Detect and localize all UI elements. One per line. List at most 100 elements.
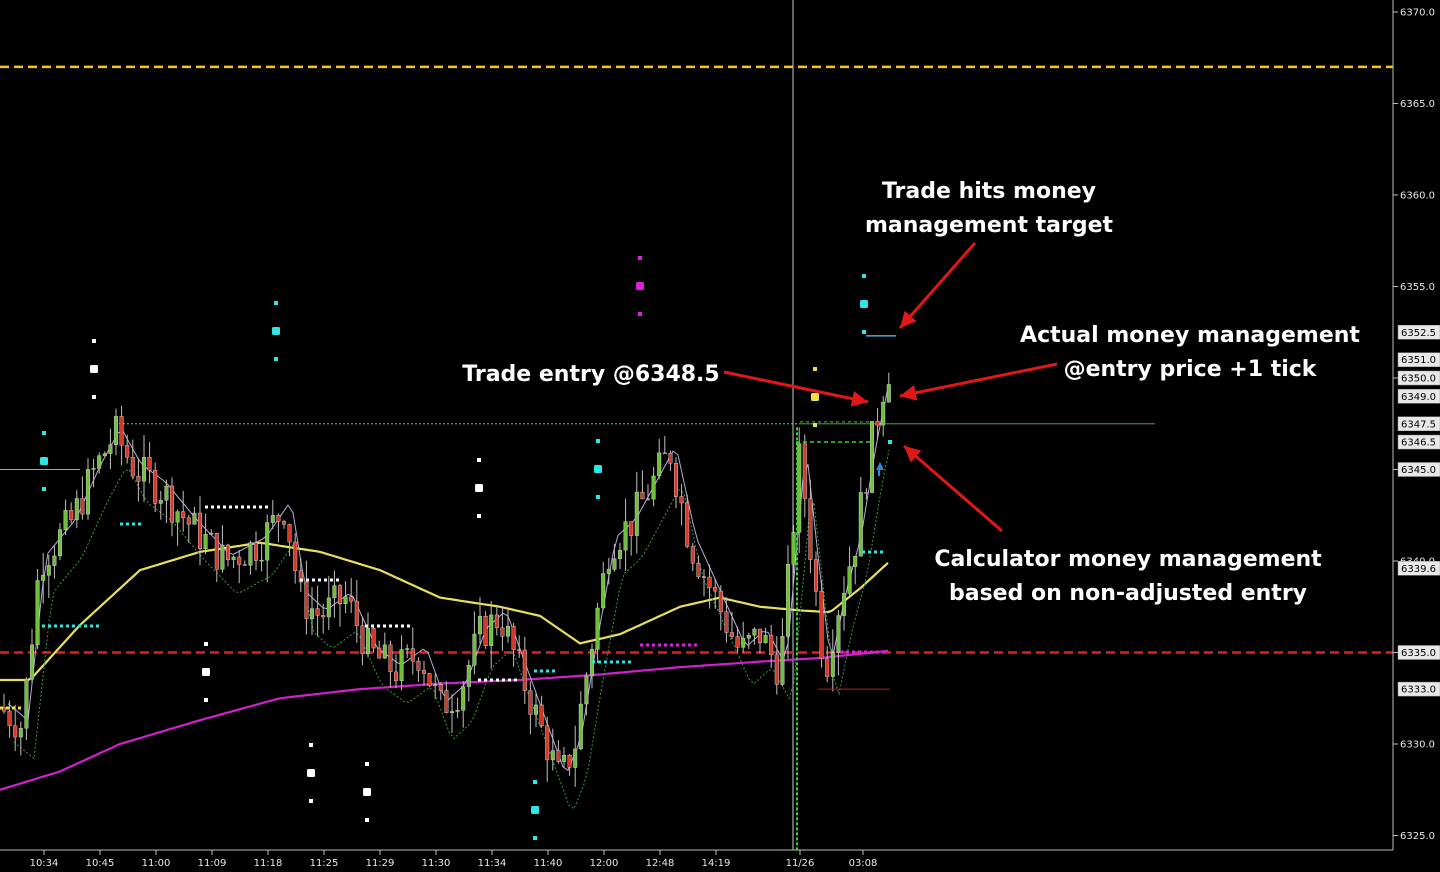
candle-body-28 (158, 500, 163, 504)
price-tag-box-4 (1397, 416, 1440, 431)
candle-body-14 (80, 498, 85, 515)
candle-body-129 (724, 611, 729, 633)
candle-body-34 (192, 512, 197, 525)
dots-c3-top (596, 439, 600, 443)
dots-w5-bot (365, 818, 369, 822)
row-mag-2 (882, 650, 885, 654)
row-cyan-3 (546, 669, 549, 673)
row-mag-1 (646, 643, 649, 647)
x-tick-label-6: 11:29 (366, 858, 395, 869)
dots-y1-bot (813, 423, 817, 427)
candle-body-106 (595, 607, 600, 650)
candle-body-112 (629, 521, 634, 536)
x-tick-label-3: 11:09 (198, 858, 227, 869)
candle-body-40 (225, 544, 230, 560)
candle-body-113 (634, 491, 639, 536)
dots-w1-bot (92, 395, 96, 399)
candle-body-73 (410, 648, 415, 662)
candle-body-102 (573, 748, 578, 768)
candle-body-9 (52, 555, 57, 566)
candle-body-147 (825, 658, 830, 677)
arrow-entry-shaft (723, 370, 869, 404)
candle-body-114 (640, 491, 645, 500)
dots-m1-top (638, 256, 642, 260)
candle-body-53 (298, 570, 303, 583)
candlesticks (2, 372, 891, 787)
row-mag-1 (658, 643, 661, 647)
candle-body-67 (377, 647, 382, 659)
time-axis: 10:34 10:45 11:00 11:09 11:18 11:25 11:29 11:30… (0, 849, 1393, 869)
row-cyan-4 (604, 660, 607, 664)
row-white-4 (484, 678, 487, 682)
candle-body-66 (371, 628, 376, 649)
candle-body-13 (74, 498, 79, 521)
row-cyan-4 (592, 660, 595, 664)
arrow-calculator-head (904, 446, 922, 463)
signal-dots (0, 256, 885, 840)
price-tag-box-6 (1397, 462, 1440, 477)
x-tick-label-1: 10:45 (86, 858, 115, 869)
candle-body-3 (18, 728, 23, 738)
candle-body-20 (113, 416, 118, 446)
row-white-4 (508, 678, 511, 682)
candle-body-36 (203, 534, 208, 549)
candle-body-156 (875, 421, 880, 426)
candle-body-58 (326, 597, 331, 618)
candle-body-1 (7, 710, 12, 726)
row-mag-1 (670, 643, 673, 647)
row-cyan-1 (48, 624, 51, 628)
arrow-target-head (900, 310, 917, 328)
row-cyan-5 (880, 550, 883, 554)
row-white-1 (259, 505, 262, 509)
row-white-4 (490, 678, 493, 682)
candle-body-45 (253, 542, 258, 561)
dots-m1-mid (636, 282, 644, 290)
price-tag-box-3 (1397, 389, 1440, 404)
candle-body-6 (35, 580, 40, 646)
row-white-1 (217, 505, 220, 509)
row-white-1 (253, 505, 256, 509)
dots-w4-mid (307, 769, 315, 777)
candle-body-130 (730, 632, 735, 637)
candle-body-99 (556, 750, 561, 762)
candle-body-52 (293, 541, 298, 571)
dots-c1-bot (42, 487, 46, 491)
row-white-1 (247, 505, 250, 509)
candle-body-18 (102, 453, 107, 456)
candle-body-145 (814, 559, 819, 592)
candle-body-127 (713, 587, 718, 592)
candle-body-137 (769, 635, 774, 656)
candle-body-76 (427, 673, 432, 686)
y-tick-label-0: 6370.0 (1400, 8, 1435, 19)
candle-body-29 (164, 485, 169, 501)
x-tick-label-11: 12:48 (646, 858, 675, 869)
candle-body-86 (483, 616, 488, 646)
row-cyan-3 (534, 669, 537, 673)
row-white-3 (371, 624, 374, 628)
row-white-1 (235, 505, 238, 509)
candle-body-69 (388, 644, 393, 673)
row-white-3 (365, 624, 368, 628)
candle-body-54 (304, 581, 309, 619)
candle-body-151 (847, 566, 852, 594)
channel-line (13, 449, 890, 810)
dots-w1-mid (90, 365, 98, 373)
x-tick-label-9: 11:40 (534, 858, 563, 869)
candle-body-78 (438, 684, 443, 691)
dots-w4-top (309, 743, 313, 747)
candle-body-153 (858, 492, 863, 557)
candle-body-139 (780, 636, 785, 685)
candle-body-16 (91, 468, 96, 470)
candle-body-96 (539, 704, 544, 726)
x-tick-label-5: 11:25 (310, 858, 339, 869)
row-yellow-1 (12, 706, 15, 710)
candle-body-49 (276, 515, 281, 522)
candle-body-108 (606, 569, 611, 574)
row-white-1 (211, 505, 214, 509)
y-tick-label-9: 6325.0 (1400, 831, 1435, 842)
y-tick-label-1: 6365.0 (1400, 99, 1435, 110)
dots-w2-mid (475, 484, 483, 492)
candle-body-41 (231, 556, 236, 560)
exit-dot (888, 440, 892, 444)
